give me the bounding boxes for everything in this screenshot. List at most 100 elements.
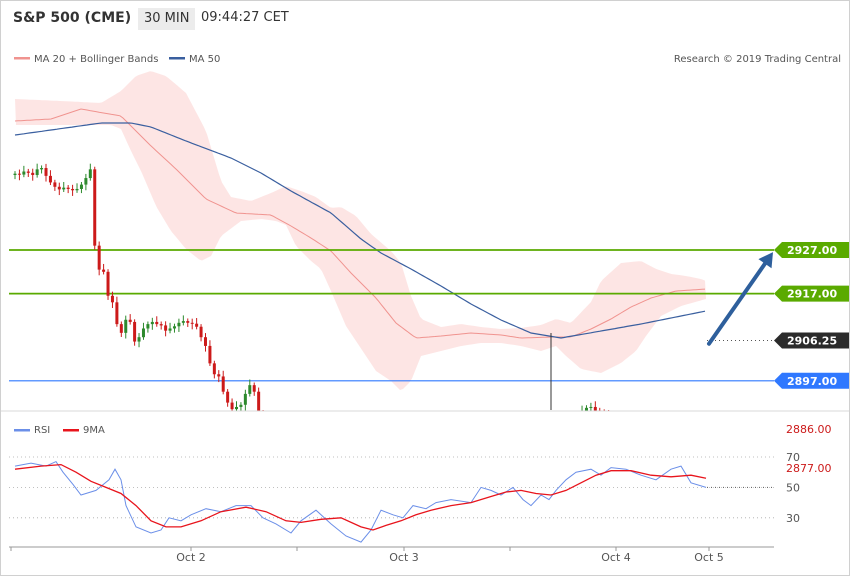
rsi-plot-area xyxy=(14,460,707,543)
candle-body xyxy=(262,416,265,468)
candle-body xyxy=(266,468,269,488)
candle-body xyxy=(88,169,92,179)
candle-body xyxy=(40,168,44,170)
x-tick-label: Oct 3 xyxy=(389,551,419,564)
candle-body xyxy=(203,337,207,346)
candle-body xyxy=(93,169,97,246)
rsi-ma-legend-label: 9MA xyxy=(83,425,105,436)
candle-body xyxy=(57,186,61,190)
candle xyxy=(84,173,88,191)
candle-body xyxy=(584,407,588,411)
candle-body xyxy=(124,319,128,333)
level-labels: 2927.00 2917.00 2906.25 2897.00 2886.00 2877.… xyxy=(774,242,849,475)
candle-body xyxy=(417,479,420,481)
candle-body xyxy=(403,478,406,481)
level-label-badge xyxy=(774,285,849,302)
rsi-ma-line xyxy=(14,463,707,531)
ma20-line xyxy=(14,108,706,339)
candle-body xyxy=(164,325,168,331)
level-lines xyxy=(9,249,774,382)
candle xyxy=(13,171,17,180)
forecast-arrow-head xyxy=(758,252,773,269)
candle-body xyxy=(133,321,137,342)
candle xyxy=(186,318,190,327)
ma50-line xyxy=(14,122,706,339)
candle-body xyxy=(328,492,331,493)
candle-body xyxy=(341,505,344,509)
candle-body xyxy=(128,319,132,322)
candle xyxy=(550,424,553,435)
candle-body xyxy=(527,419,530,420)
candle-body xyxy=(275,495,278,496)
candle-body xyxy=(470,512,473,534)
candle-body xyxy=(567,427,570,428)
candle-body xyxy=(177,322,181,327)
candle-body xyxy=(550,428,553,429)
candle xyxy=(306,474,309,510)
candle xyxy=(164,321,168,337)
timestamp: 09:44:27 CET xyxy=(201,10,289,25)
rsi-tick-label: 50 xyxy=(786,481,800,494)
candle-body xyxy=(168,328,172,331)
candle-body xyxy=(279,495,282,519)
forecast-arrow xyxy=(707,252,773,346)
x-axis: Oct 2 Oct 3 Oct 4 Oct 5 xyxy=(10,547,724,564)
candle-body xyxy=(457,496,460,510)
candle-body xyxy=(66,187,70,189)
candle xyxy=(124,315,128,339)
candle xyxy=(212,360,216,379)
level-label-badge xyxy=(774,242,849,258)
candle xyxy=(44,163,48,182)
candle-body xyxy=(483,470,486,490)
candle-body xyxy=(252,385,256,392)
candle xyxy=(368,487,371,499)
bollinger-legend-label: MA 20 + Bollinger Bands xyxy=(34,54,158,65)
candle xyxy=(434,494,437,506)
candle-body xyxy=(394,479,397,502)
candle xyxy=(519,420,522,432)
candle-body xyxy=(62,187,66,190)
candle xyxy=(448,506,451,516)
candle xyxy=(150,317,154,330)
candle-body xyxy=(465,520,468,533)
candle-body xyxy=(390,498,393,501)
candle xyxy=(203,333,207,352)
candle-body xyxy=(297,481,300,501)
candle xyxy=(35,163,39,178)
candle-body xyxy=(97,245,101,270)
candle-body xyxy=(408,476,411,478)
candle xyxy=(208,340,212,366)
candle-body xyxy=(155,321,159,325)
candle-body xyxy=(195,323,199,327)
candle xyxy=(572,422,575,432)
candle xyxy=(554,422,557,432)
candle-body xyxy=(181,321,185,323)
candle-body xyxy=(35,169,39,176)
candle xyxy=(155,316,159,327)
candle xyxy=(57,182,61,196)
rsi-legend-swatch xyxy=(14,429,30,432)
candle xyxy=(363,489,366,500)
ma50-legend-swatch xyxy=(169,57,185,60)
candle-body xyxy=(84,178,88,185)
candle xyxy=(350,489,353,507)
rsi-legend-label: RSI xyxy=(34,425,50,436)
candle xyxy=(483,466,486,495)
candle-body xyxy=(523,420,526,423)
candle xyxy=(262,410,265,468)
candle-body xyxy=(102,269,106,272)
candle xyxy=(488,454,491,473)
candle-body xyxy=(293,501,296,510)
candle xyxy=(31,168,35,181)
timeframe-badge[interactable]: 30 MIN xyxy=(138,8,196,30)
candle xyxy=(584,405,588,411)
price-plot-area xyxy=(9,71,774,534)
candle-body xyxy=(501,429,504,431)
candle xyxy=(390,494,393,507)
candle xyxy=(408,470,411,480)
candle-body xyxy=(355,493,358,496)
candle-body xyxy=(607,416,610,417)
bollinger-legend-swatch xyxy=(14,57,30,60)
candle xyxy=(97,241,101,276)
candle-body xyxy=(221,376,225,392)
